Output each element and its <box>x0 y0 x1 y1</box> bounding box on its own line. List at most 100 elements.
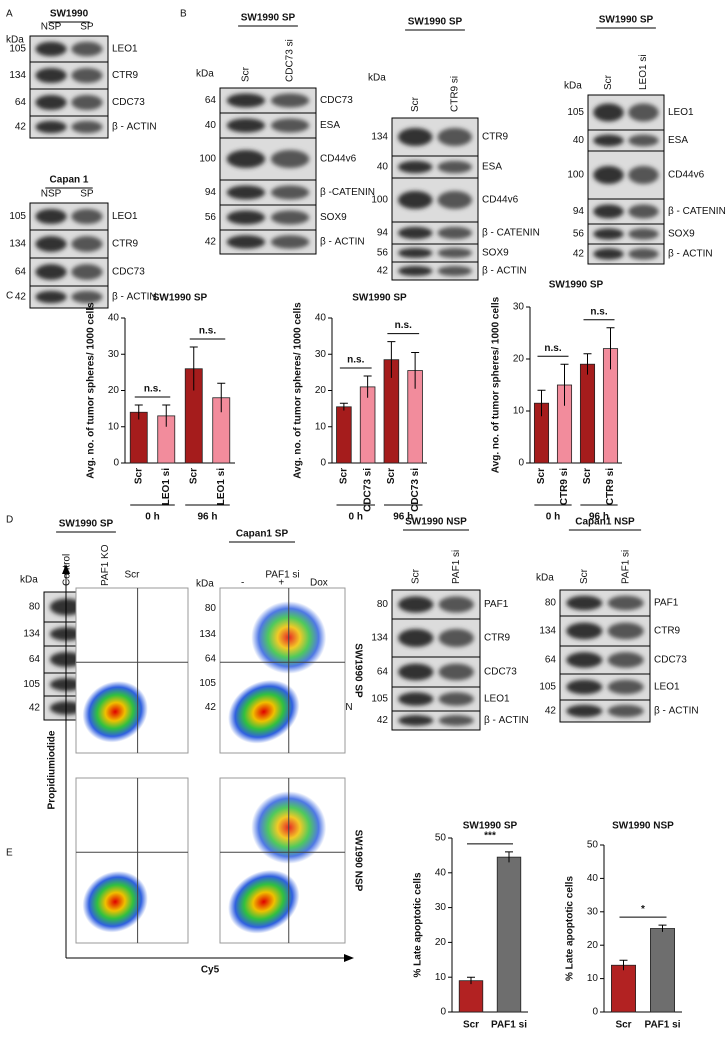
kda-marker: 80 <box>377 599 389 610</box>
kda-header: kDa <box>6 35 24 46</box>
protein-label: CD44v6 <box>482 195 519 206</box>
protein-label: PAF1 <box>654 598 679 609</box>
kda-marker: 100 <box>199 154 216 165</box>
kda-marker: 80 <box>205 603 217 614</box>
arrow-head <box>62 564 70 574</box>
protein-label: β - ACTIN <box>112 122 157 133</box>
band <box>566 622 603 640</box>
band <box>437 128 472 146</box>
band <box>607 595 644 611</box>
kda-marker: 42 <box>205 237 217 248</box>
blot-title: SW1990 SP <box>599 15 654 26</box>
y-tick-label: 30 <box>435 902 447 913</box>
kda-marker: 105 <box>23 679 40 690</box>
y-tick-label: 0 <box>113 458 119 469</box>
band <box>398 715 434 726</box>
band <box>566 595 603 611</box>
kda-marker: 56 <box>205 212 217 223</box>
y-tick-label: 40 <box>108 313 120 324</box>
blot-title: SW1990 <box>50 9 89 20</box>
band <box>71 67 103 84</box>
treatment-label: Dox <box>310 578 328 589</box>
error-bar <box>560 363 569 406</box>
y-tick-label: 20 <box>587 940 599 951</box>
protein-label: β - CATENIN <box>668 206 725 217</box>
protein-label: β - CATENIN <box>482 228 540 239</box>
error-bar <box>411 351 420 389</box>
kda-header: kDa <box>196 579 214 590</box>
x-tick-label: Scr <box>463 1020 479 1031</box>
panel-letter: A <box>6 9 13 20</box>
lane-label: SP <box>80 189 94 200</box>
band <box>593 228 624 240</box>
blot-title: SW1990 SP <box>408 17 463 28</box>
group-label: 96 h <box>393 512 413 523</box>
band <box>593 204 624 219</box>
kda-marker: 64 <box>15 267 27 278</box>
y-tick-label: 10 <box>513 406 525 417</box>
error-bar <box>134 404 143 420</box>
lane-label: Scr <box>410 96 421 112</box>
kda-marker: 134 <box>9 239 26 250</box>
significance-label: n.s. <box>144 384 161 395</box>
band <box>71 120 103 134</box>
arrow-head <box>344 954 354 962</box>
band <box>437 265 472 277</box>
kda-marker: 42 <box>377 266 389 277</box>
band <box>226 185 266 200</box>
protein-label: CDC73 <box>112 97 145 108</box>
protein-label: CD44v6 <box>320 154 357 165</box>
band <box>71 94 103 111</box>
kda-marker: 64 <box>545 655 557 666</box>
protein-label: CTR9 <box>654 626 681 637</box>
error-bar <box>606 327 615 370</box>
cell-cloud <box>82 871 148 933</box>
lane-label: Scr <box>579 568 590 584</box>
band <box>270 210 310 225</box>
y-tick-label: 20 <box>435 937 447 948</box>
kda-marker: 100 <box>371 195 388 206</box>
x-tick-label: Scr <box>339 468 350 484</box>
error-bar <box>162 404 171 427</box>
band <box>398 663 434 681</box>
band <box>35 264 67 280</box>
significance-label: *** <box>484 831 496 842</box>
error-bar <box>619 959 628 971</box>
y-tick-label: 10 <box>315 421 327 432</box>
error-bar <box>387 341 396 378</box>
band <box>566 652 603 668</box>
kda-marker: 105 <box>371 694 388 705</box>
cell-cloud <box>82 681 148 743</box>
error-bar <box>363 375 372 398</box>
protein-label: LEO1 <box>484 694 510 705</box>
y-axis-label: % Late apoptotic cells <box>413 872 424 977</box>
error-bar <box>217 382 226 413</box>
kda-marker: 42 <box>545 706 557 717</box>
error-bar <box>467 976 475 985</box>
significance-label: * <box>641 904 645 915</box>
band <box>270 93 310 108</box>
band <box>49 627 84 641</box>
band <box>226 150 266 168</box>
y-axis-label: Avg. no. of tumor spheres/ 1000 cells <box>491 296 502 473</box>
bar <box>650 928 675 1013</box>
panel-letter: D <box>6 515 13 526</box>
band <box>437 247 472 259</box>
column-label: PAF1 si <box>265 570 299 581</box>
kda-marker: 64 <box>29 654 41 665</box>
kda-marker: 80 <box>29 602 41 613</box>
kda-marker: 80 <box>545 598 557 609</box>
protein-label: β - ACTIN <box>654 706 699 717</box>
lane-label: - <box>241 578 244 589</box>
chart-title: SW1990 SP <box>463 821 518 832</box>
y-tick-label: 50 <box>587 840 599 851</box>
band <box>398 265 433 277</box>
kda-marker: 134 <box>371 132 388 143</box>
protein-label: LEO1 <box>668 107 694 118</box>
kda-marker: 105 <box>567 107 584 118</box>
band <box>226 210 266 225</box>
band <box>49 651 84 668</box>
lane-label: CDC73 si <box>285 39 296 82</box>
lane-label: SP <box>80 22 94 33</box>
